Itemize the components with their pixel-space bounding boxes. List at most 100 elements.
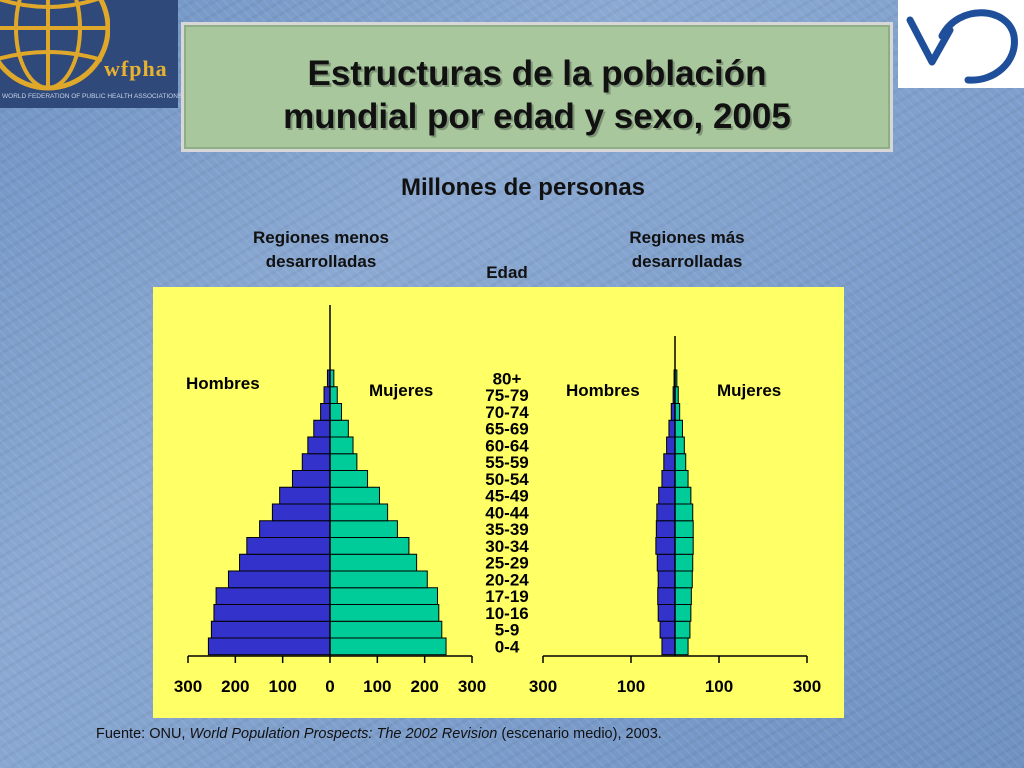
swirl-logo-icon <box>906 9 1018 84</box>
left-bar-hombres-20-24 <box>227 570 331 589</box>
right-bar-mujeres-40-44 <box>674 503 694 522</box>
age-group-label: 30-34 <box>485 537 529 556</box>
right-bar-hombres-5-9 <box>659 620 676 639</box>
globe-icon <box>0 0 110 91</box>
right-bar-mujeres-65-69 <box>674 419 683 438</box>
age-group-label: 10-16 <box>485 604 528 623</box>
source-title: World Population Prospects: The 2002 Rev… <box>189 726 498 742</box>
left-region-line-2: desarrolladas <box>265 252 377 271</box>
age-group-label: 40-44 <box>485 503 529 522</box>
left-x-tick-label: 200 <box>221 677 249 696</box>
left-bar-hombres-35-39 <box>259 520 331 538</box>
right-bar-hombres-30-34 <box>655 537 676 555</box>
left-bar-mujeres-60-64 <box>329 436 354 455</box>
age-group-label: 55-59 <box>485 453 528 472</box>
left-region-label: Regiones menos desarrolladas <box>226 226 416 274</box>
left-x-tick-label: 300 <box>458 677 486 696</box>
right-bar-hombres-40-44 <box>656 503 676 522</box>
right-label-mujeres: Mujeres <box>717 381 781 400</box>
right-bar-hombres-60-64 <box>666 436 676 455</box>
title-line-1: Estructuras de la población <box>307 54 767 93</box>
age-group-label: 65-69 <box>485 420 528 439</box>
age-axis-label: Edad <box>486 263 528 282</box>
right-bar-hombres-55-59 <box>663 453 676 471</box>
left-bar-mujeres-45-49 <box>329 486 380 505</box>
right-bar-mujeres-10-16 <box>674 604 692 622</box>
source-note: Fuente: ONU, World Population Prospects:… <box>96 726 662 742</box>
source-prefix: Fuente: ONU, <box>96 726 190 742</box>
left-bar-mujeres-25-29 <box>329 553 418 572</box>
left-bar-hombres-0-4 <box>207 637 331 656</box>
right-bar-hombres-65-69 <box>668 419 676 438</box>
left-label-mujeres: Mujeres <box>369 381 433 400</box>
left-bar-mujeres-10-16 <box>329 604 440 622</box>
left-bar-mujeres-30-34 <box>329 537 410 555</box>
right-bar-mujeres-50-54 <box>674 470 689 488</box>
left-bar-hombres-45-49 <box>279 486 331 505</box>
age-group-label: 70-74 <box>485 403 529 422</box>
right-bar-mujeres-60-64 <box>674 436 685 455</box>
right-bar-mujeres-20-24 <box>674 570 693 589</box>
page-title: Estructuras de la población mundial por … <box>184 52 890 138</box>
left-bar-hombres-25-29 <box>239 553 331 572</box>
right-bar-mujeres-25-29 <box>674 553 694 572</box>
right-label-hombres: Hombres <box>566 381 640 400</box>
left-bar-hombres-30-34 <box>246 537 331 555</box>
right-bar-mujeres-17-19 <box>674 587 692 605</box>
left-bar-hombres-5-9 <box>210 620 331 639</box>
wfpha-wordmark: wfpha <box>104 56 168 81</box>
left-bar-mujeres-65-69 <box>329 419 349 438</box>
right-bar-hombres-35-39 <box>655 520 676 538</box>
source-suffix: (escenario medio), 2003. <box>497 726 662 742</box>
left-bar-mujeres-35-39 <box>329 520 398 538</box>
organization-logo <box>898 0 1024 88</box>
left-region-line-1: Regiones menos <box>252 228 390 247</box>
right-bar-mujeres-0-4 <box>674 637 689 656</box>
wfpha-caption: WORLD FEDERATION OF PUBLIC HEALTH ASSOCI… <box>2 93 183 100</box>
age-group-label: 25-29 <box>485 554 528 573</box>
wfpha-logo: wfpha WORLD FEDERATION OF PUBLIC HEALTH … <box>0 0 182 108</box>
right-bar-mujeres-45-49 <box>674 486 692 505</box>
right-x-tick-label: 300 <box>529 677 557 696</box>
left-x-tick-label: 100 <box>363 677 391 696</box>
age-group-label: 20-24 <box>485 570 529 589</box>
left-bar-hombres-55-59 <box>301 453 331 471</box>
left-bar-mujeres-55-59 <box>329 453 358 471</box>
age-group-label: 17-19 <box>485 587 528 606</box>
right-bar-hombres-50-54 <box>661 470 676 488</box>
right-bar-mujeres-30-34 <box>674 537 694 555</box>
title-box: Estructuras de la población mundial por … <box>181 22 893 152</box>
right-bar-mujeres-5-9 <box>674 620 691 639</box>
right-bar-hombres-25-29 <box>656 553 676 572</box>
age-group-label: 60-64 <box>485 436 529 455</box>
age-group-label: 75-79 <box>485 386 528 405</box>
right-bar-hombres-17-19 <box>657 587 676 605</box>
right-x-tick-label: 300 <box>793 677 821 696</box>
right-region-line-2: desarrolladas <box>631 252 743 271</box>
left-bar-hombres-75-79 <box>323 386 331 404</box>
left-bar-hombres-40-44 <box>271 503 331 522</box>
right-bar-hombres-10-16 <box>657 604 676 622</box>
chart-subtitle: Millones de personas <box>400 174 646 201</box>
right-region-line-1: Regiones más <box>629 228 745 247</box>
left-bar-hombres-10-16 <box>213 604 331 622</box>
age-group-label: 45-49 <box>485 487 528 506</box>
right-bar-mujeres-35-39 <box>674 520 694 538</box>
left-bar-hombres-17-19 <box>215 587 331 605</box>
right-bar-hombres-20-24 <box>657 570 676 589</box>
right-region-label: Regiones más desarrolladas <box>592 226 782 274</box>
age-group-label: 50-54 <box>485 470 529 489</box>
left-bar-mujeres-75-79 <box>329 386 338 404</box>
age-group-label: 35-39 <box>485 520 528 539</box>
age-group-label: 80+ <box>493 369 522 388</box>
right-x-tick-label: 100 <box>705 677 733 696</box>
right-bar-mujeres-55-59 <box>674 453 687 471</box>
right-bar-hombres-0-4 <box>661 637 676 656</box>
left-x-tick-label: 0 <box>325 677 334 696</box>
left-bar-mujeres-20-24 <box>329 570 428 589</box>
left-bar-mujeres-50-54 <box>329 470 369 488</box>
left-bar-hombres-60-64 <box>307 436 331 455</box>
left-bar-hombres-70-74 <box>320 403 331 421</box>
age-group-label: 5-9 <box>495 621 520 640</box>
left-bar-hombres-50-54 <box>291 470 331 488</box>
